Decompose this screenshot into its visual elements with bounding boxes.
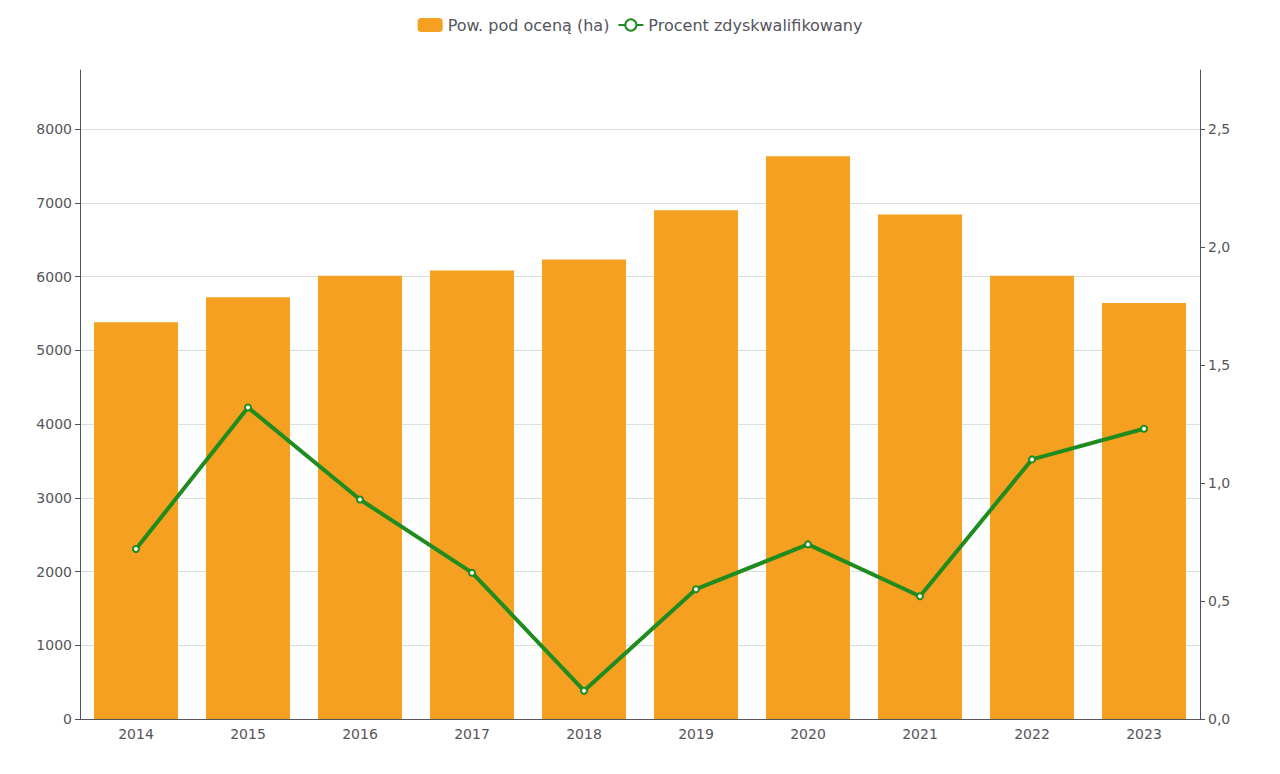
svg-text:3000: 3000 bbox=[36, 490, 72, 506]
svg-text:2019: 2019 bbox=[678, 726, 714, 742]
svg-text:0: 0 bbox=[63, 711, 72, 727]
svg-text:7000: 7000 bbox=[36, 195, 72, 211]
svg-text:2015: 2015 bbox=[230, 726, 266, 742]
svg-text:2016: 2016 bbox=[342, 726, 378, 742]
svg-text:2021: 2021 bbox=[902, 726, 938, 742]
svg-text:2023: 2023 bbox=[1126, 726, 1162, 742]
svg-text:5000: 5000 bbox=[36, 342, 72, 358]
svg-text:1000: 1000 bbox=[36, 637, 72, 653]
svg-text:2017: 2017 bbox=[454, 726, 490, 742]
svg-text:8000: 8000 bbox=[36, 121, 72, 137]
svg-text:2014: 2014 bbox=[118, 726, 154, 742]
svg-text:Pow. pod oceną (ha): Pow. pod oceną (ha) bbox=[448, 16, 610, 35]
svg-text:0,5: 0,5 bbox=[1208, 593, 1230, 609]
svg-text:1,0: 1,0 bbox=[1208, 475, 1230, 491]
svg-text:2020: 2020 bbox=[790, 726, 826, 742]
svg-text:6000: 6000 bbox=[36, 269, 72, 285]
svg-text:2,0: 2,0 bbox=[1208, 239, 1230, 255]
svg-text:2,5: 2,5 bbox=[1208, 121, 1230, 137]
svg-text:2018: 2018 bbox=[566, 726, 602, 742]
svg-text:Procent zdyskwalifikowany: Procent zdyskwalifikowany bbox=[648, 16, 862, 35]
svg-text:0,0: 0,0 bbox=[1208, 711, 1230, 727]
svg-text:2022: 2022 bbox=[1014, 726, 1050, 742]
svg-text:1,5: 1,5 bbox=[1208, 357, 1230, 373]
svg-text:4000: 4000 bbox=[36, 416, 72, 432]
svg-text:2000: 2000 bbox=[36, 564, 72, 580]
